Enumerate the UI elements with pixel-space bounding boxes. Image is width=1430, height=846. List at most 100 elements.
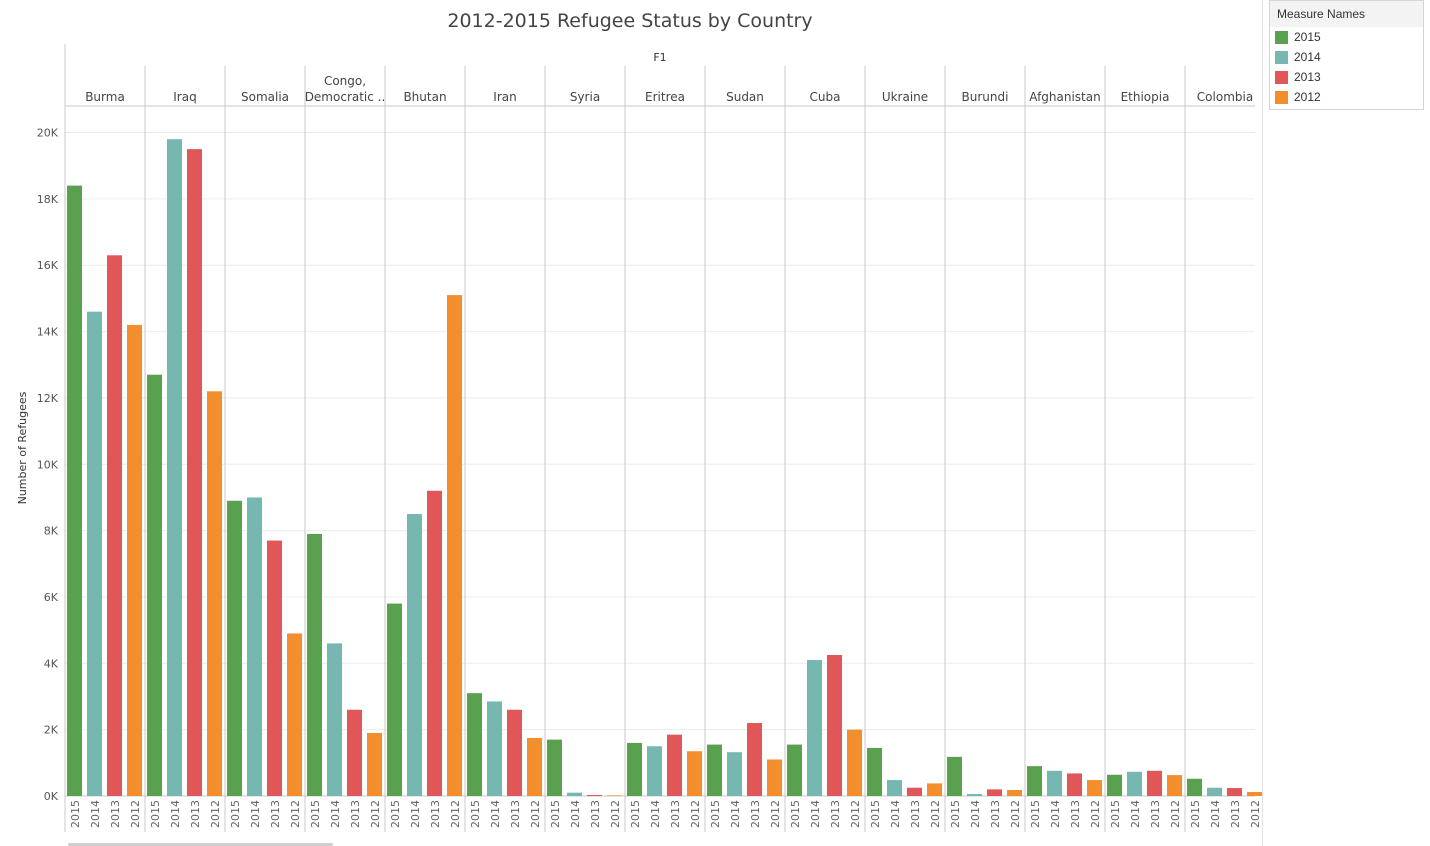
x-tick-label: 2015 [229,800,242,828]
y-tick-label: 10K [37,458,59,471]
bar [547,739,562,796]
y-tick-label: 12K [37,392,59,405]
x-tick-label: 2015 [789,800,802,828]
legend-item[interactable]: 2014 [1270,47,1423,67]
x-tick-label: 2014 [89,800,102,828]
country-label: Iraq [173,90,196,104]
panel-divider [1262,0,1263,846]
x-tick-label: 2012 [769,800,782,828]
x-tick-label: 2012 [689,800,702,828]
x-tick-label: 2013 [269,800,282,828]
x-tick-label: 2012 [1009,800,1022,828]
x-tick-label: 2015 [1109,800,1122,828]
bar [467,693,482,796]
x-tick-label: 2013 [429,800,442,828]
y-tick-label: 20K [37,127,59,140]
legend-swatch [1275,30,1288,44]
bar [967,794,982,796]
bar [107,255,122,797]
x-tick-label: 2014 [1049,800,1062,828]
country-label: Congo, [324,74,366,88]
country-label: Afghanistan [1029,90,1100,104]
bar [587,795,602,796]
x-axis-ticks: 2015 2014 2013 2012 2015 2014 2013 2012 2015 2014… [69,800,1262,828]
legend-item[interactable]: 2012 [1270,87,1423,107]
x-tick-label: 2012 [609,800,622,828]
bar [1147,770,1162,796]
bar [187,149,202,796]
x-tick-label: 2014 [1209,800,1222,828]
x-tick-label: 2013 [1229,800,1242,828]
country-label: Eritrea [645,90,685,104]
x-tick-label: 2014 [249,800,262,828]
x-tick-label: 2013 [589,800,602,828]
x-tick-label: 2015 [1029,800,1042,828]
bar [827,655,842,796]
bar [387,603,402,796]
legend-item[interactable]: 2015 [1270,27,1423,47]
bar [447,295,462,796]
x-tick-label: 2012 [369,800,382,828]
legend[interactable]: Measure Names 2015 2014 2013 2012 [1269,0,1424,110]
bar [367,732,382,796]
x-tick-label: 2012 [529,800,542,828]
country-label: Iran [493,90,516,104]
bar [947,756,962,796]
bar [847,729,862,796]
bar [227,500,242,796]
bar [1227,788,1242,796]
x-tick-label: 2014 [1129,800,1142,828]
bar [927,783,942,796]
x-tick-label: 2014 [729,800,742,828]
x-tick-label: 2013 [989,800,1002,828]
bar [67,185,82,797]
bar [907,787,922,796]
x-tick-label: 2013 [1149,800,1162,828]
bar [207,391,222,796]
bar [507,709,522,796]
x-tick-label: 2013 [109,800,122,828]
bar [87,311,102,796]
x-tick-label: 2014 [889,800,902,828]
country-label: Sudan [726,90,764,104]
x-tick-label: 2012 [289,800,302,828]
x-tick-label: 2013 [189,800,202,828]
country-label: Democratic .. [305,90,386,104]
country-label: Ukraine [882,90,928,104]
x-tick-label: 2015 [69,800,82,828]
bar [707,744,722,796]
legend-label: 2014 [1294,50,1321,64]
x-tick-label: 2012 [929,800,942,828]
bar [1067,773,1082,796]
bar [1247,792,1262,796]
x-tick-label: 2013 [349,800,362,828]
bar [1127,771,1142,796]
horizontal-scrollbar[interactable] [68,843,333,846]
x-tick-label: 2015 [629,800,642,828]
gridlines [65,132,1255,797]
y-tick-label: 16K [37,259,59,272]
country-label: Somalia [241,90,289,104]
bar [807,659,822,796]
x-tick-label: 2014 [489,800,502,828]
x-tick-label: 2012 [1169,800,1182,828]
chart-plot: F1 Number of Refugees Burma Iraq Somalia Co… [16,44,1262,832]
y-axis-title: Number of Refugees [16,391,29,504]
legend-item[interactable]: 2013 [1270,67,1423,87]
bar [1007,790,1022,796]
x-tick-label: 2015 [549,800,562,828]
y-axis-ticks: 0K 2K 4K 6K 8K 10K 12K 14K 16K 18K 20K [37,127,59,803]
bars [67,139,1262,797]
bar [407,514,422,796]
x-tick-label: 2015 [869,800,882,828]
bar [567,792,582,796]
x-tick-label: 2012 [849,800,862,828]
legend-swatch [1275,90,1288,104]
country-label: Colombia [1197,90,1253,104]
bar [867,747,882,796]
x-tick-label: 2015 [709,800,722,828]
x-tick-label: 2014 [569,800,582,828]
y-tick-label: 18K [37,193,59,206]
bar [767,759,782,796]
y-tick-label: 8K [44,525,59,538]
